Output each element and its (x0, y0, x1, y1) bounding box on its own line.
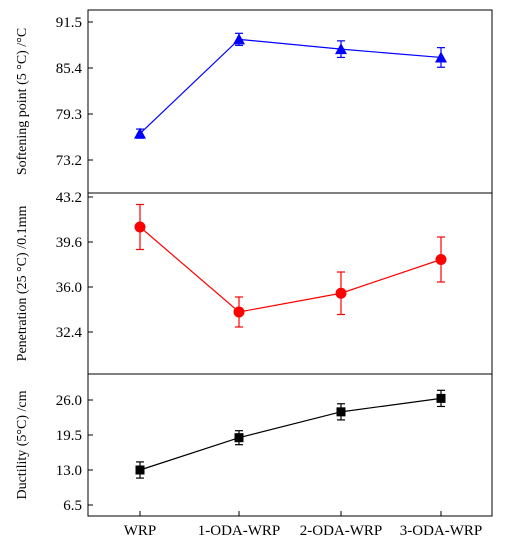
panel-0-frame (87, 9, 493, 194)
x-tick-label-1: 1-ODA-WRP (198, 523, 281, 539)
panel-0-ytick-label-2: 79.3 (56, 107, 82, 123)
panel-0-point-1 (233, 33, 245, 45)
panel-1-ytick-label-0: 43.2 (56, 190, 82, 206)
panel-0-ytick-label-0: 91.5 (56, 15, 82, 31)
panel-2-point-3 (436, 393, 446, 403)
panel-2-frame (87, 373, 493, 517)
panel-1-ytick-label-1: 39.6 (56, 235, 83, 251)
panel-2-series-line (139, 397, 442, 471)
panel-1-point-1 (233, 306, 245, 318)
panel-0-point-2 (335, 43, 347, 55)
panel-1-frame (87, 192, 493, 375)
panel-1-ylabel: Penetration (25 °C) /0.1mm (15, 206, 30, 362)
panel-1-point-0 (134, 221, 146, 233)
panel-0-point-0 (134, 127, 146, 139)
x-tick-label-0: WRP (124, 523, 157, 539)
panel-0-ylabel: Softening point (5 °C) /°C (15, 28, 30, 175)
panel-2-point-1 (234, 433, 244, 443)
panel-1-ytick-label-3: 32.4 (56, 325, 83, 341)
panel-2-ytick-label-3: 6.5 (63, 498, 82, 514)
panel-0-ytick-label-1: 85.4 (56, 61, 83, 77)
panel-2-ytick-label-1: 19.5 (56, 428, 82, 444)
panel-0-ytick-label-3: 73.2 (56, 153, 82, 169)
panel-0-series-line (139, 38, 442, 135)
panel-1-point-2 (335, 287, 347, 299)
panel-1-series-line (139, 226, 442, 313)
panel-2-ylabel: Ductility (5°C) /cm (15, 390, 30, 499)
panel-0-point-3 (435, 51, 447, 63)
panel-2-ytick-label-2: 13.0 (56, 463, 82, 479)
x-tick-label-3: 3-ODA-WRP (400, 523, 483, 539)
panel-2-ytick-label-0: 26.0 (56, 393, 82, 409)
panel-2-point-2 (336, 407, 346, 417)
x-tick-label-2: 2-ODA-WRP (300, 523, 383, 539)
panel-1-point-3 (435, 254, 447, 265)
panel-2-point-0 (135, 465, 145, 475)
panel-1-ytick-label-2: 36.0 (56, 280, 82, 296)
